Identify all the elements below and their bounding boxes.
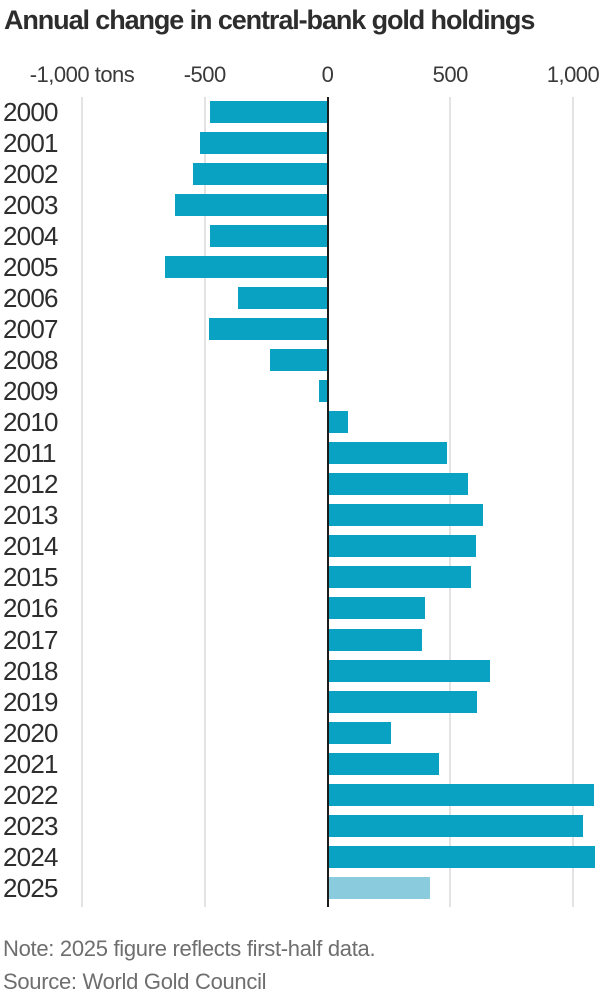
year-label: 2017 [3, 624, 58, 655]
year-label: 2009 [3, 376, 58, 407]
bar [328, 566, 471, 589]
bar [328, 473, 469, 496]
chart-source: Source: World Gold Council [3, 969, 267, 994]
chart-title: Annual change in central-bank gold holdi… [4, 5, 535, 35]
bar [175, 193, 328, 216]
bar [193, 162, 328, 185]
year-label: 2006 [3, 282, 58, 313]
gridline [572, 97, 574, 907]
year-label: 2001 [3, 127, 58, 158]
bar [209, 224, 328, 247]
gridline [449, 97, 452, 907]
year-label: 2000 [3, 96, 58, 127]
year-label: 2013 [3, 500, 58, 531]
bar [328, 442, 447, 465]
bar [328, 752, 439, 775]
chart-note: Note: 2025 figure reflects first-half da… [3, 936, 376, 961]
bar [328, 628, 422, 651]
year-label: 2018 [3, 655, 58, 686]
year-label: 2010 [3, 407, 58, 438]
year-label: 2022 [3, 779, 58, 810]
year-label: 2020 [3, 717, 58, 748]
year-label: 2015 [3, 562, 58, 593]
bar [319, 380, 328, 403]
bar [328, 411, 348, 434]
year-label: 2019 [3, 686, 58, 717]
bar [209, 100, 328, 123]
zero-axis-line [326, 97, 329, 907]
bar [328, 659, 490, 682]
bar [237, 286, 328, 309]
axis-tick-label: 500 [432, 62, 469, 87]
axis-tick-label: 1,000 [546, 62, 600, 87]
bar [328, 814, 584, 837]
bar [164, 255, 328, 278]
year-label: 2024 [3, 841, 58, 872]
year-label: 2011 [3, 438, 57, 469]
year-label: 2004 [3, 220, 58, 251]
year-label: 2012 [3, 469, 58, 500]
bar [328, 721, 392, 744]
year-label: 2005 [3, 251, 58, 282]
bar [328, 877, 431, 899]
year-label: 2023 [3, 810, 58, 841]
bar [328, 504, 483, 527]
year-label: 2021 [3, 748, 58, 779]
bar [328, 535, 477, 558]
bar [328, 690, 478, 713]
gridline [203, 97, 206, 907]
year-label: 2016 [3, 593, 58, 624]
gridline [81, 97, 83, 907]
bar [328, 845, 596, 868]
axis-tick-label: -1,000 tons [29, 62, 135, 87]
axis-tick-label: -500 [183, 62, 227, 87]
bar [208, 317, 328, 340]
bar [269, 348, 328, 371]
year-label: 2003 [3, 189, 58, 220]
bar [328, 783, 595, 806]
year-label: 2007 [3, 313, 58, 344]
year-label: 2025 [3, 873, 58, 903]
year-label: 2002 [3, 158, 58, 189]
axis-tick-label: 0 [321, 62, 334, 87]
bar [328, 597, 426, 620]
year-label: 2008 [3, 344, 58, 375]
year-label: 2014 [3, 531, 58, 562]
bar [199, 131, 328, 154]
